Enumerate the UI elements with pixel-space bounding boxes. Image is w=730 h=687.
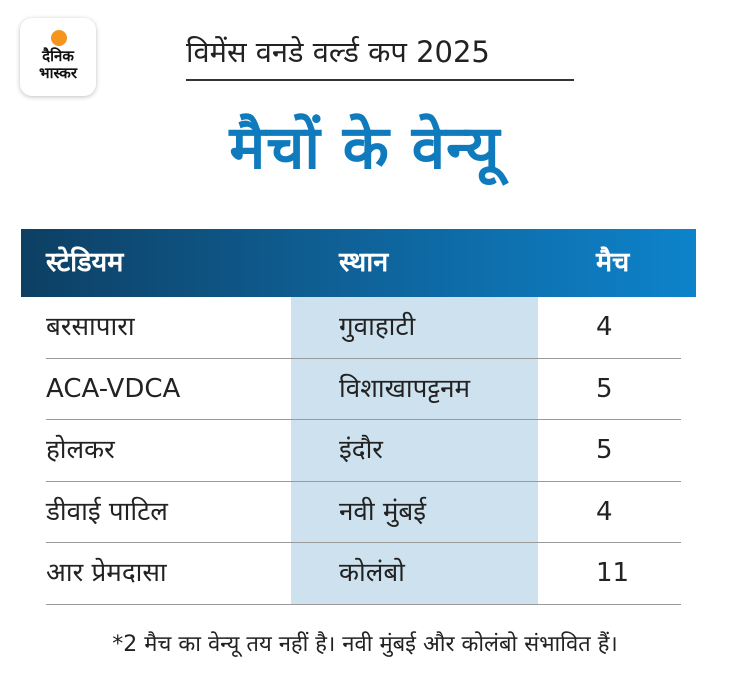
- brand-logo: दैनिक भास्कर: [20, 18, 96, 96]
- footnote: *2 मैच का वेन्यू तय नहीं है। नवी मुंबई औ…: [112, 632, 618, 657]
- cell-location: नवी मुंबई: [339, 496, 427, 527]
- header-matches: मैच: [596, 247, 630, 278]
- brand-name-line2: भास्कर: [39, 64, 77, 82]
- header-stadium: स्टेडियम: [46, 247, 124, 278]
- table-row: डीवाई पाटिल नवी मुंबई 4: [21, 482, 696, 544]
- table-row: बरसापारा गुवाहाटी 4: [21, 297, 696, 359]
- row-divider: [46, 419, 681, 421]
- table-header: स्टेडियम स्थान मैच: [21, 229, 696, 297]
- row-divider: [46, 542, 681, 544]
- cell-matches: 4: [596, 496, 613, 527]
- table-body: बरसापारा गुवाहाटी 4 ACA-VDCA विशाखापट्टन…: [21, 297, 696, 605]
- headline: विमेंस वनडे वर्ल्ड कप 2025: [186, 35, 490, 69]
- table-row: होलकर इंदौर 5: [21, 420, 696, 482]
- cell-matches: 4: [596, 312, 613, 342]
- cell-stadium: होलकर: [46, 435, 115, 466]
- row-divider: [46, 480, 681, 482]
- cell-location: गुवाहाटी: [339, 312, 416, 342]
- headline-divider: [186, 79, 574, 81]
- cell-matches: 11: [596, 558, 630, 589]
- location-column-highlight: [291, 297, 538, 605]
- page-title: मैचों के वेन्यू: [229, 113, 501, 183]
- cell-location: इंदौर: [339, 435, 383, 466]
- cell-stadium: डीवाई पाटिल: [46, 496, 168, 527]
- venues-table: स्टेडियम स्थान मैच बरसापारा गुवाहाटी 4 A…: [21, 229, 696, 605]
- table-row: ACA-VDCA विशाखापट्टनम 5: [21, 359, 696, 421]
- cell-matches: 5: [596, 373, 613, 404]
- header-location: स्थान: [339, 247, 389, 278]
- sun-icon: [51, 30, 67, 46]
- cell-matches: 5: [596, 435, 613, 466]
- row-divider: [46, 357, 681, 359]
- cell-stadium: बरसापारा: [46, 312, 135, 342]
- brand-name-line1: दैनिक: [42, 47, 74, 65]
- row-divider: [46, 603, 681, 605]
- cell-stadium: आर प्रेमदासा: [46, 558, 167, 589]
- cell-stadium: ACA-VDCA: [46, 373, 181, 404]
- table-row: आर प्रेमदासा कोलंबो 11: [21, 543, 696, 605]
- cell-location: विशाखापट्टनम: [339, 373, 471, 404]
- cell-location: कोलंबो: [339, 558, 405, 589]
